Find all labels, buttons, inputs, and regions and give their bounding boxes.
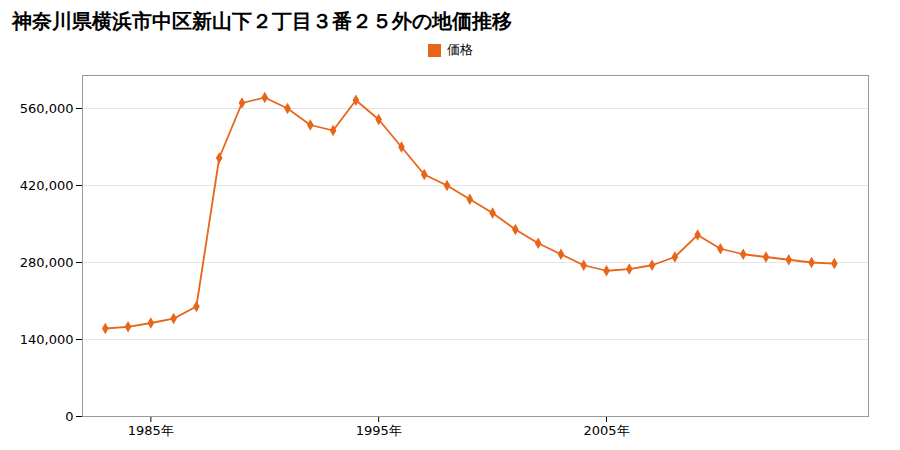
html-text:価格: 価格 (446, 42, 473, 57)
svg-text:560,000: 560,000 (20, 101, 74, 116)
svg-text:420,000: 420,000 (20, 178, 74, 193)
svg-text:140,000: 140,000 (20, 332, 74, 347)
svg-text:1995年: 1995年 (356, 423, 402, 438)
svg-text:0: 0 (65, 409, 73, 424)
html-text:神奈川県横浜市中区新山下２丁目３番２５外の地価推移: 神奈川県横浜市中区新山下２丁目３番２５外の地価推移 (12, 9, 512, 33)
svg-text:2005年: 2005年 (583, 423, 629, 438)
svg-text:280,000: 280,000 (20, 255, 74, 270)
svg-text:1985年: 1985年 (128, 423, 174, 438)
